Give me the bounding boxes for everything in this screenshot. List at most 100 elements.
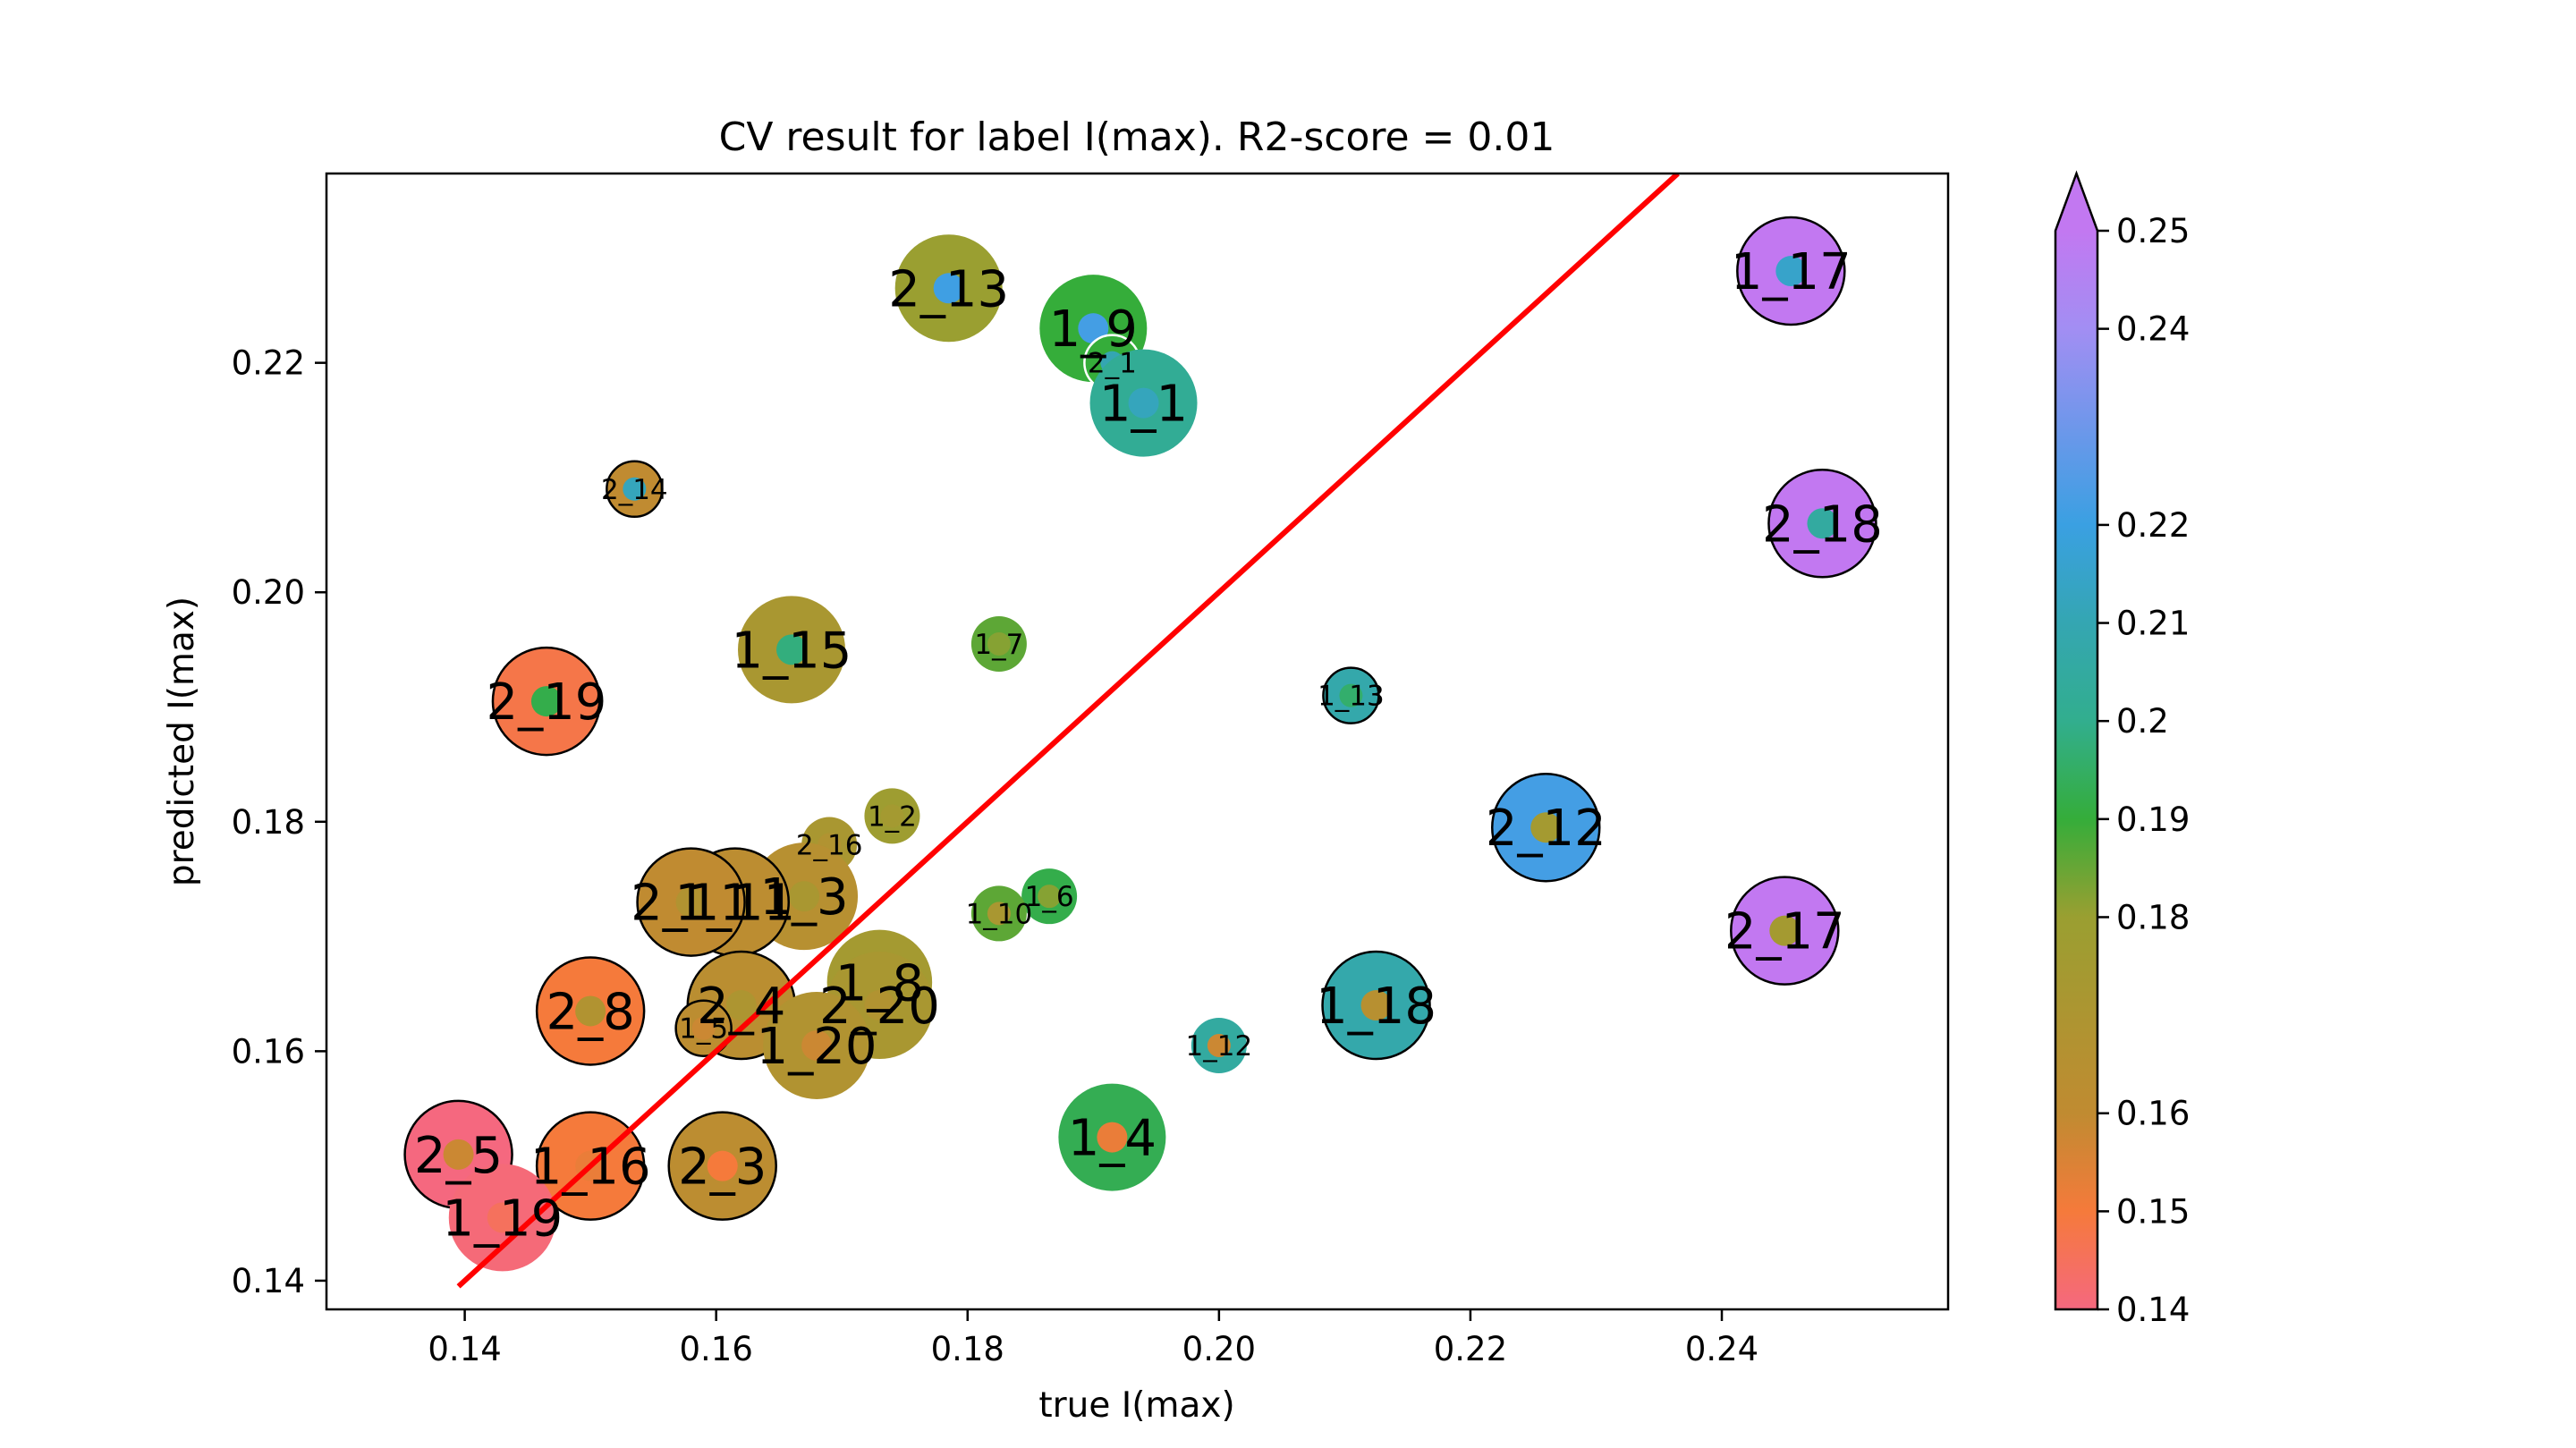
data-point — [864, 788, 920, 844]
colorbar-tick-label: 0.15 — [2116, 1192, 2190, 1231]
point-label: 1_15 — [732, 622, 852, 680]
point-label: 1_18 — [1316, 978, 1436, 1036]
point-inner-marker — [623, 477, 647, 501]
point-label: 1_19 — [442, 1190, 563, 1248]
data-point — [606, 460, 664, 519]
point-inner-marker — [1339, 683, 1363, 707]
point-labels: 2_13 1_92_11_1 1_17 2_14 2_18 1_15 1_7 2_19 1_13… — [414, 243, 1883, 1248]
x-tick-label: 0.18 — [931, 1330, 1004, 1368]
point-label: 2_4 — [697, 978, 785, 1036]
point-inner-marker — [707, 1150, 738, 1181]
point-inner-marker — [1207, 1033, 1231, 1057]
colorbar-gradient — [2055, 231, 2097, 1309]
point-label: 1_8 — [835, 954, 924, 1012]
data-point — [448, 1164, 556, 1272]
colorbar-tick-label: 0.22 — [2116, 506, 2190, 545]
colorbar-outline — [2054, 170, 2099, 1311]
data-point — [1736, 216, 1846, 326]
point-label: 1_10 — [966, 898, 1033, 930]
point-label: 1_3 — [759, 868, 848, 927]
data-point — [1322, 666, 1380, 724]
point-label: 1_4 — [1068, 1110, 1157, 1168]
point-inner-marker — [987, 902, 1011, 926]
data-point — [970, 885, 1027, 942]
data-point — [1021, 868, 1078, 925]
point-label: 2_13 — [888, 260, 1009, 318]
point-inner-marker — [1807, 508, 1838, 539]
point-inner-marker — [864, 990, 895, 1021]
point-label: 2_18 — [1762, 495, 1883, 554]
point-inner-marker — [1078, 313, 1109, 344]
colorbar-tick-label: 0.18 — [2116, 898, 2190, 936]
point-label: 2_11 — [631, 875, 751, 933]
point-label: 2_3 — [678, 1139, 767, 1197]
data-point — [636, 847, 746, 957]
point-label: 2_12 — [1486, 800, 1606, 858]
point-label: 2_1 — [1088, 348, 1137, 380]
x-axis: 0.14 0.16 0.18 0.20 0.22 0.24 — [428, 1309, 1758, 1368]
y-axis: 0.14 0.16 0.18 0.20 0.22 — [232, 344, 326, 1300]
data-point — [763, 991, 871, 1099]
y-tick-label: 0.16 — [232, 1032, 305, 1071]
point-inner-marker — [1360, 990, 1392, 1021]
reference-line — [456, 174, 1680, 1289]
data-point — [1767, 469, 1877, 579]
x-tick-label: 0.20 — [1182, 1330, 1256, 1368]
point-inner-marker — [725, 990, 757, 1021]
point-inner-marker — [530, 686, 562, 717]
data-point — [1191, 1017, 1247, 1073]
colorbar-tick-label: 0.2 — [2116, 702, 2169, 741]
point-inner-marker — [691, 1016, 716, 1040]
point-label: 1_9 — [1049, 301, 1138, 359]
point-inner-marker — [1769, 915, 1801, 946]
point-label: 1_16 — [530, 1139, 651, 1197]
point-inner-marker — [776, 634, 808, 665]
y-tick-label: 0.14 — [232, 1262, 305, 1300]
data-point — [1321, 950, 1431, 1061]
point-inner-marker — [443, 1139, 474, 1170]
data-point — [674, 999, 733, 1057]
point-label: 2_5 — [414, 1127, 503, 1185]
data-points — [403, 216, 1877, 1272]
colorbar-tick-label: 0.14 — [2116, 1291, 2190, 1329]
point-label: 1_6 — [1025, 881, 1074, 913]
point-inner-marker — [1775, 256, 1807, 287]
colorbar-tick-label: 0.24 — [2116, 310, 2190, 349]
data-point — [738, 596, 846, 704]
point-inner-marker — [1128, 387, 1159, 419]
y-tick-label: 0.18 — [232, 803, 305, 842]
point-inner-marker — [1530, 812, 1562, 843]
reference-line-group — [456, 174, 1680, 1289]
data-point — [1058, 1083, 1166, 1191]
point-label: 1_5 — [679, 1013, 728, 1046]
point-label: 2_19 — [487, 673, 607, 732]
colorbar-tick-label: 0.19 — [2116, 800, 2190, 839]
point-label: 1_7 — [974, 629, 1023, 661]
point-label: 2_8 — [547, 983, 635, 1041]
point-inner-marker — [675, 886, 707, 918]
data-point — [491, 646, 602, 757]
colorbar-tick-label: 0.16 — [2116, 1095, 2190, 1133]
x-tick-label: 0.16 — [679, 1330, 752, 1368]
point-label: 2_17 — [1724, 903, 1845, 961]
colorbar: 0.14 0.15 0.16 0.18 0.19 0.2 0.21 0.22 0.24 0.25 — [2054, 170, 2190, 1329]
point-inner-marker — [880, 804, 904, 828]
data-point — [1089, 349, 1198, 457]
x-axis-title: true I(max) — [1038, 1385, 1234, 1426]
point-inner-marker — [933, 273, 964, 304]
point-label: 1_1 — [1099, 376, 1188, 434]
point-label: 1_2 — [868, 800, 917, 833]
data-point — [894, 234, 1003, 343]
colorbar-ticks: 0.14 0.15 0.16 0.18 0.19 0.2 0.21 0.22 0.24 0.25 — [2097, 212, 2190, 1329]
point-label: 1_20 — [757, 1018, 877, 1076]
point-label: 1_12 — [1186, 1030, 1253, 1063]
point-label: 1_11 — [674, 875, 795, 933]
y-axis-title: predicted I(max) — [162, 597, 202, 886]
point-label: 1_13 — [1318, 681, 1385, 713]
plot-frame — [325, 172, 1950, 1311]
y-tick-label: 0.20 — [232, 573, 305, 612]
colorbar-tick-label: 0.25 — [2116, 212, 2190, 250]
data-point — [1730, 876, 1840, 986]
point-inner-marker — [987, 631, 1011, 656]
